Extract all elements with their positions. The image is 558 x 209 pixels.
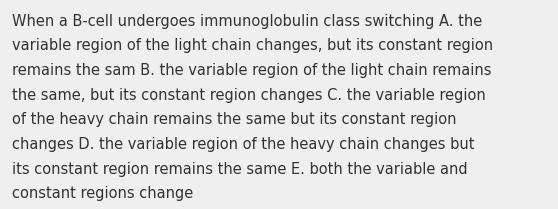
Text: its constant region remains the same E. both the variable and: its constant region remains the same E. …: [12, 162, 468, 177]
Text: variable region of the light chain changes, but its constant region: variable region of the light chain chang…: [12, 38, 493, 53]
Text: constant regions change: constant regions change: [12, 186, 194, 201]
Text: of the heavy chain remains the same but its constant region: of the heavy chain remains the same but …: [12, 112, 457, 127]
Text: the same, but its constant region changes C. the variable region: the same, but its constant region change…: [12, 88, 486, 103]
Text: changes D. the variable region of the heavy chain changes but: changes D. the variable region of the he…: [12, 137, 475, 152]
Text: When a B-cell undergoes immunoglobulin class switching A. the: When a B-cell undergoes immunoglobulin c…: [12, 14, 483, 29]
Text: remains the sam B. the variable region of the light chain remains: remains the sam B. the variable region o…: [12, 63, 492, 78]
